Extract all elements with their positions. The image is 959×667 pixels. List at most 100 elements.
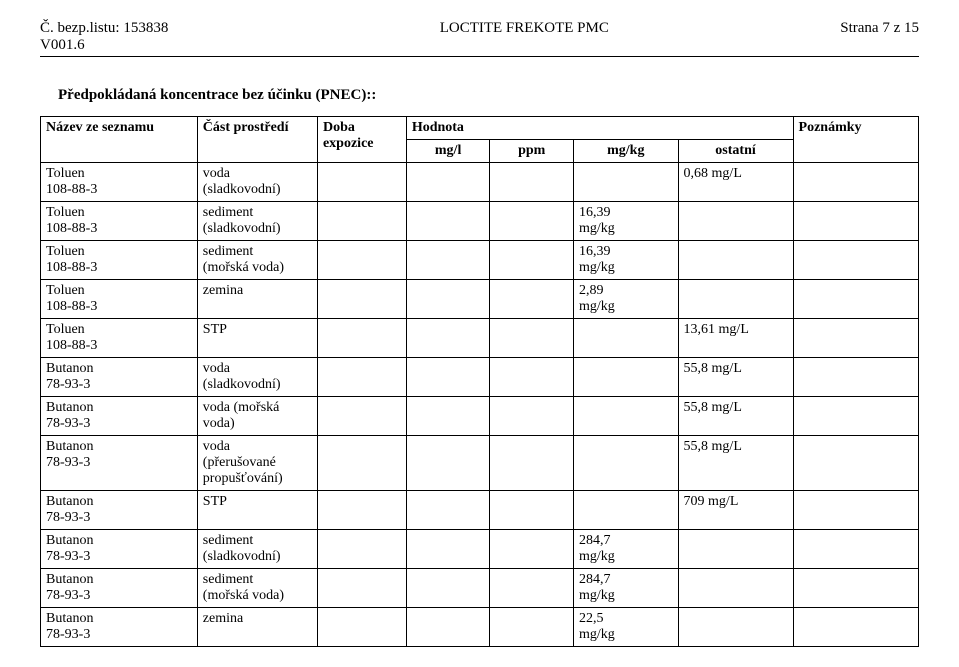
cell-duration — [317, 608, 406, 647]
cell-mgl — [406, 202, 490, 241]
cell-ostatni: 0,68 mg/L — [678, 163, 793, 202]
cell-notes — [793, 358, 918, 397]
col-name: Název ze seznamu — [41, 117, 198, 163]
cell-substance: Toluen108-88-3 — [41, 319, 198, 358]
table-row: Butanon78-93-3voda (mořskávoda)55,8 mg/L — [41, 397, 919, 436]
cell-ostatni — [678, 202, 793, 241]
cell-mgkg: 16,39mg/kg — [574, 241, 679, 280]
table-header-row-1: Název ze seznamu Část prostředí Doba exp… — [41, 117, 919, 140]
cell-notes — [793, 202, 918, 241]
col-notes: Poznámky — [793, 117, 918, 163]
cell-ostatni — [678, 241, 793, 280]
table-row: Toluen108-88-3STP 13,61 mg/L — [41, 319, 919, 358]
cell-ppm — [490, 436, 574, 491]
cell-ppm — [490, 319, 574, 358]
cell-duration — [317, 280, 406, 319]
col-mgkg: mg/kg — [574, 140, 679, 163]
cell-mgkg — [574, 358, 679, 397]
cell-duration — [317, 530, 406, 569]
cell-mgkg — [574, 319, 679, 358]
cell-mgkg — [574, 436, 679, 491]
cell-environment: zemina — [197, 608, 317, 647]
col-value: Hodnota — [406, 117, 793, 140]
cell-mgl — [406, 358, 490, 397]
cell-ostatni: 709 mg/L — [678, 491, 793, 530]
cell-substance: Butanon78-93-3 — [41, 358, 198, 397]
cell-ppm — [490, 491, 574, 530]
cell-ostatni — [678, 608, 793, 647]
table-row: Toluen108-88-3sediment(sladkovodní) 16,39… — [41, 202, 919, 241]
cell-substance: Toluen108-88-3 — [41, 280, 198, 319]
table-row: Toluen108-88-3voda(sladkovodní)0,68 mg/L — [41, 163, 919, 202]
cell-duration — [317, 358, 406, 397]
col-ppm: ppm — [490, 140, 574, 163]
cell-duration — [317, 491, 406, 530]
cell-duration — [317, 241, 406, 280]
cell-substance: Butanon78-93-3 — [41, 530, 198, 569]
cell-ostatni: 55,8 mg/L — [678, 436, 793, 491]
cell-mgkg: 16,39mg/kg — [574, 202, 679, 241]
header-separator — [40, 56, 919, 57]
table-row: Butanon78-93-3sediment(sladkovodní)284,7… — [41, 530, 919, 569]
cell-environment: STP — [197, 319, 317, 358]
cell-ppm — [490, 358, 574, 397]
cell-mgl — [406, 491, 490, 530]
cell-ppm — [490, 530, 574, 569]
cell-mgl — [406, 280, 490, 319]
col-mgl: mg/l — [406, 140, 490, 163]
cell-mgkg: 284,7mg/kg — [574, 569, 679, 608]
cell-mgkg: 22,5mg/kg — [574, 608, 679, 647]
cell-duration — [317, 319, 406, 358]
cell-mgl — [406, 436, 490, 491]
col-env: Část prostředí — [197, 117, 317, 163]
cell-duration — [317, 436, 406, 491]
cell-ostatni — [678, 569, 793, 608]
cell-ostatni — [678, 530, 793, 569]
cell-ppm — [490, 202, 574, 241]
cell-mgl — [406, 397, 490, 436]
cell-environment: STP — [197, 491, 317, 530]
cell-environment: sediment(mořská voda) — [197, 241, 317, 280]
cell-ppm — [490, 241, 574, 280]
cell-ppm — [490, 397, 574, 436]
cell-mgkg: 284,7mg/kg — [574, 530, 679, 569]
cell-ppm — [490, 608, 574, 647]
cell-ostatni: 55,8 mg/L — [678, 397, 793, 436]
header-left: Č. bezp.listu: 153838 — [40, 20, 168, 37]
cell-notes — [793, 280, 918, 319]
cell-notes — [793, 241, 918, 280]
cell-mgl — [406, 530, 490, 569]
cell-substance: Toluen108-88-3 — [41, 241, 198, 280]
cell-mgl — [406, 163, 490, 202]
table-row: Butanon78-93-3voda(sladkovodní)55,8 mg/L — [41, 358, 919, 397]
cell-notes — [793, 608, 918, 647]
cell-notes — [793, 569, 918, 608]
cell-mgkg: 2,89mg/kg — [574, 280, 679, 319]
cell-notes — [793, 397, 918, 436]
cell-mgl — [406, 569, 490, 608]
cell-mgl — [406, 241, 490, 280]
cell-duration — [317, 202, 406, 241]
col-duration: Doba expozice — [317, 117, 406, 163]
table-row: Toluen108-88-3zemina2,89mg/kg — [41, 280, 919, 319]
cell-substance: Toluen108-88-3 — [41, 202, 198, 241]
cell-environment: sediment(sladkovodní) — [197, 202, 317, 241]
cell-mgkg — [574, 491, 679, 530]
cell-ppm — [490, 569, 574, 608]
cell-environment: sediment(mořská voda) — [197, 569, 317, 608]
col-ostatni: ostatní — [678, 140, 793, 163]
table-row: Butanon78-93-3voda(přerušovanépropušťová… — [41, 436, 919, 491]
cell-ostatni: 13,61 mg/L — [678, 319, 793, 358]
cell-substance: Butanon78-93-3 — [41, 491, 198, 530]
sheet-label: Č. bezp.listu: — [40, 20, 120, 36]
page: Č. bezp.listu: 153838 LOCTITE FREKOTE PM… — [0, 0, 959, 667]
pnec-table-body: Toluen108-88-3voda(sladkovodní)0,68 mg/L… — [41, 163, 919, 647]
cell-notes — [793, 436, 918, 491]
cell-substance: Toluen108-88-3 — [41, 163, 198, 202]
cell-ppm — [490, 163, 574, 202]
table-row: Butanon78-93-3zemina22,5mg/kg — [41, 608, 919, 647]
cell-environment: voda(přerušovanépropušťování) — [197, 436, 317, 491]
cell-ostatni: 55,8 mg/L — [678, 358, 793, 397]
section-title: Předpokládaná koncentrace bez účinku (PN… — [40, 87, 919, 104]
cell-mgl — [406, 608, 490, 647]
